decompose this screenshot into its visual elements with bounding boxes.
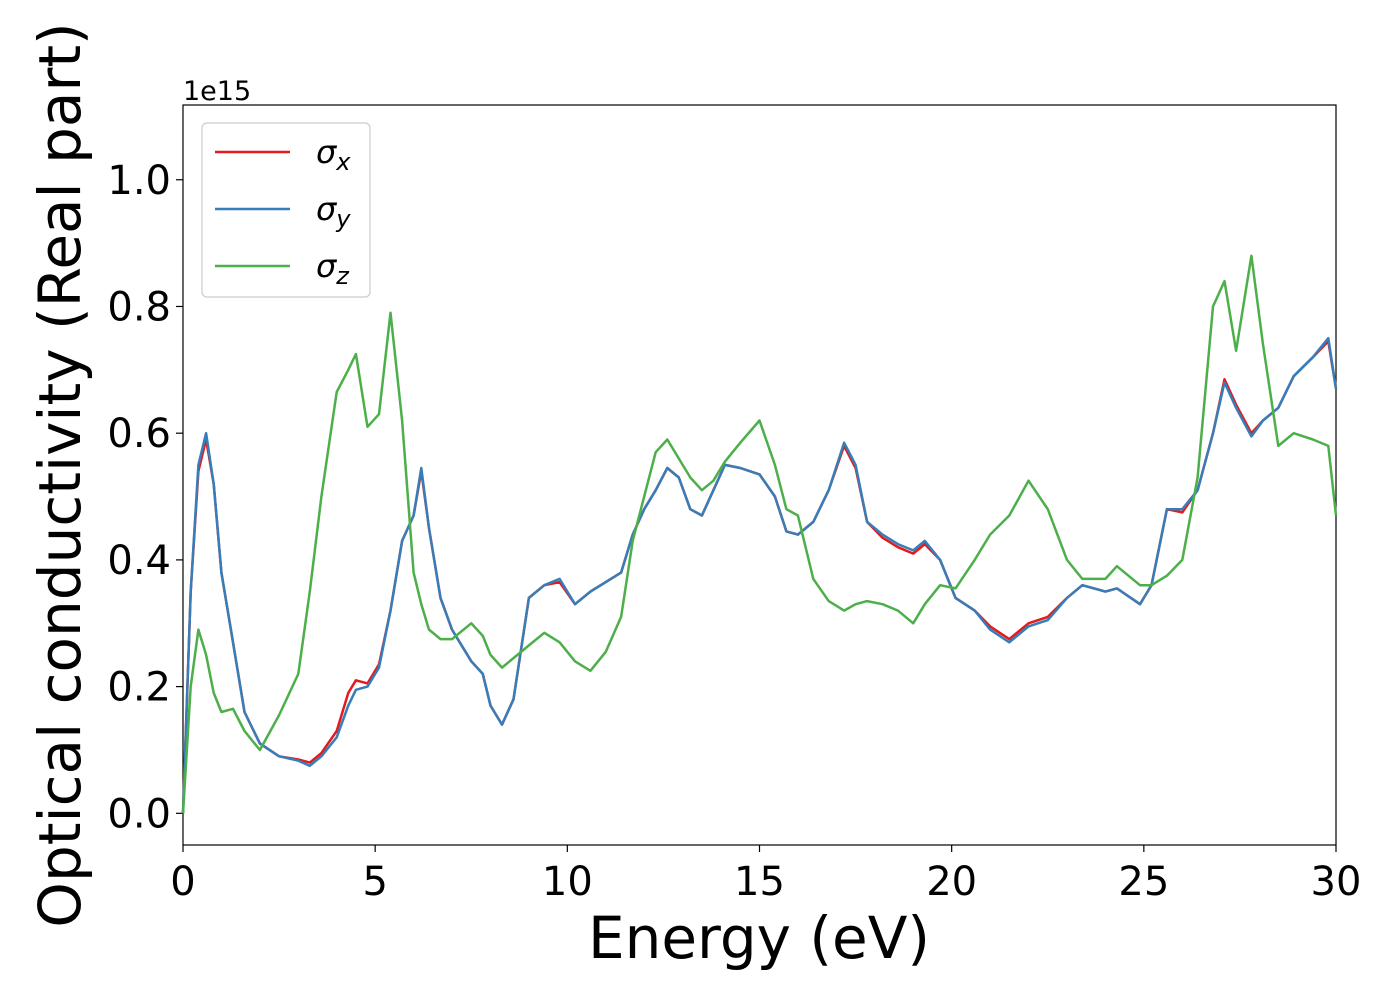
x-tick-label: 20 xyxy=(926,859,977,905)
y-tick-label: 0.8 xyxy=(107,284,171,330)
y-tick-label: 1.0 xyxy=(107,158,171,204)
series-line xyxy=(181,254,1338,814)
y-tick-label: 0.0 xyxy=(107,791,171,837)
x-tick-label: 5 xyxy=(362,859,387,905)
x-axis-label: Energy (eV) xyxy=(588,904,930,972)
y-tick-label: 0.4 xyxy=(107,538,171,584)
x-tick-label: 0 xyxy=(170,859,195,905)
legend-label: σy xyxy=(316,190,351,233)
offset-text: 1e15 xyxy=(183,76,251,107)
x-tick-label: 15 xyxy=(734,859,785,905)
x-tick-label: 25 xyxy=(1118,859,1169,905)
y-axis-label: Optical conductivity (Real part) xyxy=(26,22,94,927)
y-tick-label: 0.2 xyxy=(107,665,171,711)
legend-label: σz xyxy=(316,247,350,290)
x-tick-label: 30 xyxy=(1311,859,1362,905)
legend-label: σx xyxy=(316,133,351,176)
x-tick-label: 10 xyxy=(542,859,593,905)
y-tick-label: 0.6 xyxy=(107,411,171,457)
series-line xyxy=(181,336,1338,814)
